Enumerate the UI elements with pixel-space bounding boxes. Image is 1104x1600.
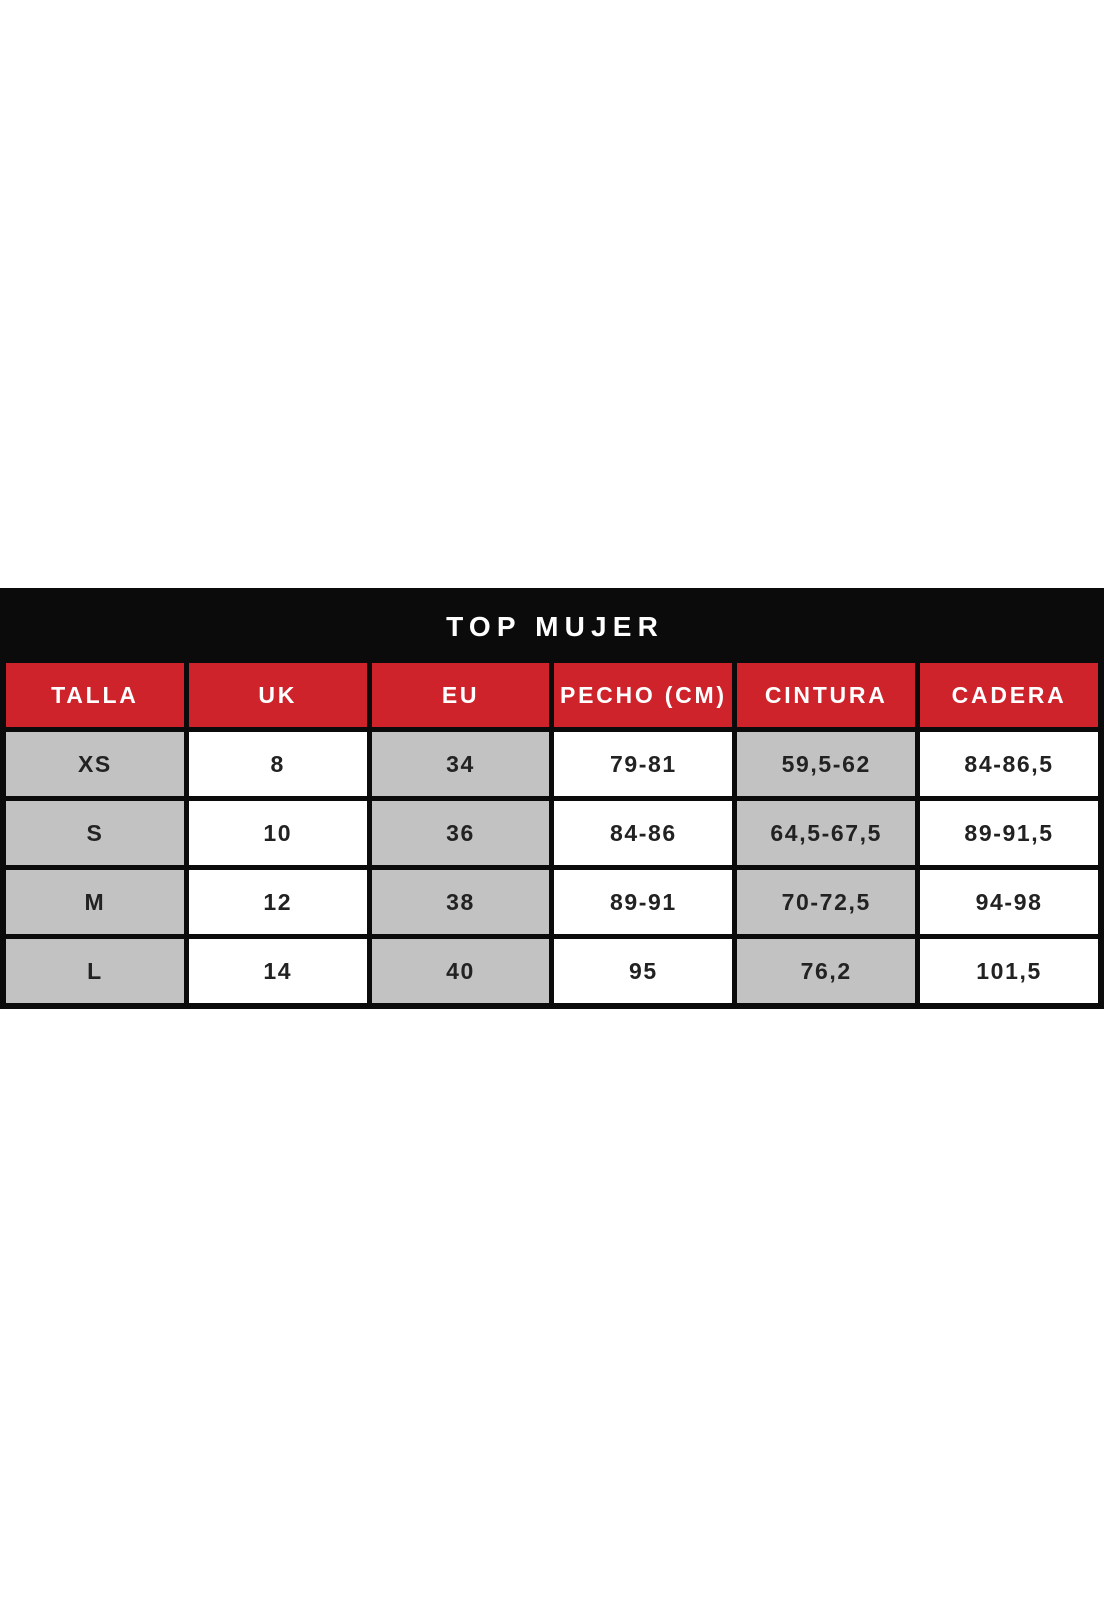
cell-cadera: 101,5 xyxy=(920,939,1098,1003)
column-header-cadera: CADERA xyxy=(920,663,1098,727)
cell-cintura: 70-72,5 xyxy=(737,870,916,934)
table-title-bar: TOP MUJER xyxy=(6,594,1098,660)
cell-eu: 34 xyxy=(371,732,550,796)
cell-cadera: 84-86,5 xyxy=(920,732,1098,796)
cell-eu: 36 xyxy=(371,801,550,865)
cell-cintura: 76,2 xyxy=(737,939,916,1003)
column-header-pecho: PECHO (CM) xyxy=(554,663,733,727)
cell-uk: 10 xyxy=(188,801,367,865)
column-header-cintura: CINTURA xyxy=(737,663,916,727)
cell-talla: L xyxy=(6,939,184,1003)
cell-talla: M xyxy=(6,870,184,934)
cell-uk: 12 xyxy=(188,870,367,934)
cell-uk: 8 xyxy=(188,732,367,796)
cell-talla: XS xyxy=(6,732,184,796)
cell-cadera: 94-98 xyxy=(920,870,1098,934)
cell-eu: 40 xyxy=(371,939,550,1003)
cell-cintura: 64,5-67,5 xyxy=(737,801,916,865)
cell-pecho: 84-86 xyxy=(554,801,733,865)
table-title: TOP MUJER xyxy=(446,611,664,642)
cell-talla: S xyxy=(6,801,184,865)
cell-eu: 38 xyxy=(371,870,550,934)
cell-pecho: 89-91 xyxy=(554,870,733,934)
column-header-talla: TALLA xyxy=(6,663,184,727)
cell-pecho: 79-81 xyxy=(554,732,733,796)
cell-pecho: 95 xyxy=(554,939,733,1003)
column-header-eu: EU xyxy=(371,663,550,727)
cell-cadera: 89-91,5 xyxy=(920,801,1098,865)
column-header-uk: UK xyxy=(188,663,367,727)
size-chart-table: TOP MUJER TALLA UK EU PECHO (CM) CINTURA… xyxy=(0,588,1104,1009)
cell-cintura: 59,5-62 xyxy=(737,732,916,796)
cell-uk: 14 xyxy=(188,939,367,1003)
